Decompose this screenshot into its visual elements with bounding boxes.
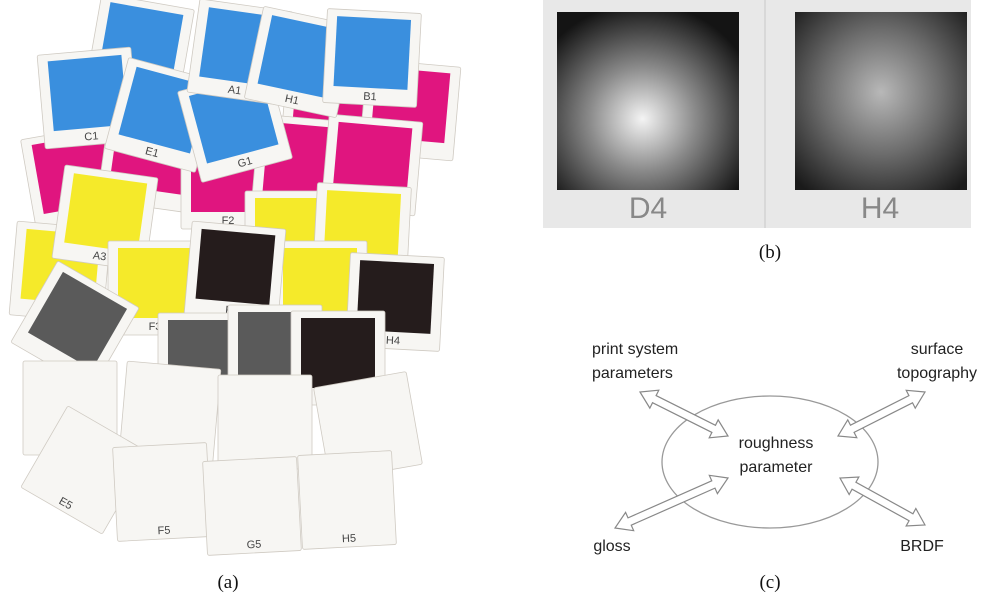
sample-label: D4 <box>629 192 667 225</box>
sample-h4 <box>795 12 967 190</box>
card-patch <box>301 318 375 388</box>
double-arrow <box>613 474 730 532</box>
caption-a: (a) <box>217 572 238 593</box>
caption-c: (c) <box>759 572 780 593</box>
node-label: topography <box>897 365 977 382</box>
panel-b: D4 H4 <box>543 0 971 228</box>
caption-b: (b) <box>759 242 781 263</box>
card: F4 <box>183 220 287 324</box>
card-label: G1 <box>236 155 253 170</box>
ellipse <box>661 395 879 529</box>
card-base <box>202 456 302 556</box>
card-patch <box>333 16 412 90</box>
card-patch <box>64 173 148 253</box>
card-patch <box>257 15 345 100</box>
card-base <box>217 374 313 470</box>
sample-d4 <box>557 12 739 190</box>
double-arrow <box>836 389 927 439</box>
center-label: roughness <box>739 435 814 452</box>
double-arrow <box>839 476 926 527</box>
node-label: BRDF <box>900 538 944 555</box>
card-patch <box>118 66 209 154</box>
card: B1 <box>322 8 422 108</box>
card-label: G5 <box>246 539 261 552</box>
card-patch <box>27 271 128 370</box>
panel-c: roughness parameter print system paramete… <box>592 341 977 555</box>
sample-label: H4 <box>861 192 899 225</box>
node-label: print system <box>592 341 678 358</box>
card-label: A3 <box>92 250 107 264</box>
card-label: H1 <box>284 93 300 108</box>
card-base <box>297 450 397 550</box>
card: H5 <box>297 450 397 550</box>
card-patch <box>47 54 128 132</box>
card-patch <box>195 228 276 306</box>
card <box>217 374 313 470</box>
card-label: C1 <box>84 130 99 143</box>
node-label: surface <box>911 341 964 358</box>
card-label: H4 <box>386 335 401 348</box>
card-label: H5 <box>342 533 357 546</box>
double-arrow <box>638 389 730 439</box>
card-patch <box>332 121 413 199</box>
card-label: E5 <box>57 495 75 512</box>
node-label: gloss <box>593 538 630 555</box>
card-label: B1 <box>363 91 377 104</box>
card-label: A1 <box>227 84 242 98</box>
card: G5 <box>202 456 302 556</box>
node-label: parameters <box>592 365 673 382</box>
panel-a: A2C2D2E2F2G2H2C1E1G1A1H1B1A3C3D3F3F4H4E5… <box>8 0 462 556</box>
card-label: E1 <box>144 145 160 160</box>
center-label: parameter <box>740 459 814 476</box>
card <box>11 261 139 389</box>
card-label: F5 <box>157 525 170 538</box>
card: F5 <box>112 442 212 542</box>
